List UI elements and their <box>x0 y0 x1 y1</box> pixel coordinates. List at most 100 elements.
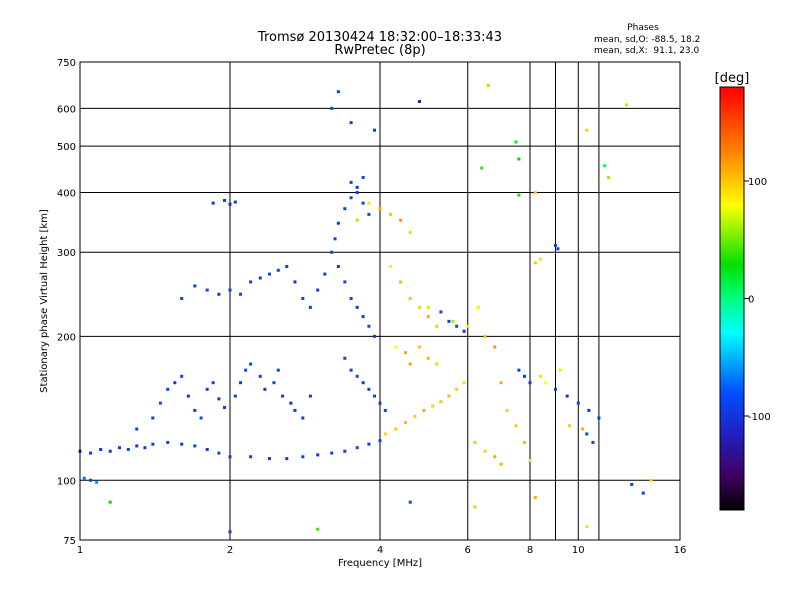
data-point <box>349 297 353 301</box>
data-point <box>361 315 365 319</box>
y-tick-label: 750 <box>57 58 76 69</box>
data-point <box>95 480 99 484</box>
y-tick-label: 75 <box>63 536 76 547</box>
data-point <box>233 394 237 398</box>
data-point <box>276 268 280 272</box>
data-point <box>343 207 347 211</box>
data-point <box>267 457 271 461</box>
data-point <box>267 272 271 276</box>
data-point <box>408 230 412 234</box>
data-point <box>180 442 184 446</box>
data-point <box>426 305 430 309</box>
colorbar-tick-label: 0 <box>748 295 754 306</box>
data-point <box>523 374 527 378</box>
data-point <box>135 427 139 431</box>
data-point <box>193 444 197 448</box>
y-tick-label: 300 <box>57 248 76 259</box>
chart-title: Tromsø 20130424 18:32:00–18:33:43 <box>257 30 502 45</box>
x-tick-label: 6 <box>465 545 471 556</box>
data-point <box>587 408 591 412</box>
data-point <box>333 237 337 241</box>
data-point <box>408 500 412 504</box>
data-point <box>408 297 412 301</box>
data-point <box>249 362 253 366</box>
data-point <box>349 180 353 184</box>
data-point <box>228 455 232 459</box>
data-point <box>233 200 237 204</box>
data-point <box>408 362 412 366</box>
data-point <box>383 408 387 412</box>
data-point <box>223 198 227 202</box>
data-point <box>186 394 190 398</box>
y-tick-label: 400 <box>57 188 76 199</box>
data-point <box>607 175 611 179</box>
data-point <box>426 356 430 360</box>
x-tick-label: 1 <box>77 545 83 556</box>
data-point <box>173 381 177 385</box>
data-point <box>308 305 312 309</box>
data-point <box>466 324 470 328</box>
data-point <box>455 387 459 391</box>
data-point <box>349 368 353 372</box>
data-point <box>585 432 589 436</box>
stats-o-mode: mean, sd,O: -88.5, 18.2 <box>594 35 700 45</box>
colorbar-tick-label: 100 <box>748 177 767 188</box>
data-point <box>435 362 439 366</box>
data-point <box>205 447 209 451</box>
data-point <box>205 288 209 292</box>
data-point <box>514 424 518 428</box>
data-point <box>289 401 293 405</box>
data-point <box>505 408 509 412</box>
data-point <box>528 458 532 462</box>
data-point <box>556 247 560 251</box>
data-point <box>263 387 267 391</box>
data-point <box>451 319 455 323</box>
data-point <box>211 381 215 385</box>
colorbar <box>719 86 745 511</box>
data-point <box>293 280 297 284</box>
data-point <box>539 374 543 378</box>
data-point <box>499 381 503 385</box>
data-point <box>473 440 477 444</box>
x-tick-label: 16 <box>674 545 687 556</box>
data-point <box>483 334 487 338</box>
data-point <box>565 394 569 398</box>
data-point <box>399 218 403 222</box>
data-point <box>166 440 170 444</box>
data-point <box>367 442 371 446</box>
data-point <box>343 449 347 453</box>
data-point <box>585 525 589 529</box>
data-point <box>603 164 607 168</box>
x-tick-label: 2 <box>227 545 233 556</box>
data-point <box>361 201 365 205</box>
data-point <box>476 305 480 309</box>
data-point <box>373 394 377 398</box>
colorbar-label: [deg] <box>715 71 750 86</box>
data-point <box>544 381 548 385</box>
data-point <box>455 324 459 328</box>
data-point <box>108 500 112 504</box>
data-point <box>413 414 417 418</box>
data-point <box>316 527 320 531</box>
y-tick-label: 600 <box>57 104 76 115</box>
data-point <box>473 505 477 509</box>
data-point <box>99 447 103 451</box>
data-point <box>205 387 209 391</box>
data-point <box>641 491 645 495</box>
data-point <box>581 427 585 431</box>
data-point <box>355 446 359 450</box>
y-tick-labels: 75 100 200 300 400 500 600 750 <box>57 58 76 547</box>
data-point <box>293 408 297 412</box>
data-point <box>355 218 359 222</box>
data-point <box>199 416 203 420</box>
chart-subtitle: RwPretec (8p) <box>334 43 425 58</box>
data-point <box>316 288 320 292</box>
data-point <box>217 397 221 401</box>
y-axis-label: Stationary phase Virtual Height [km] <box>39 209 50 393</box>
x-tick-labels: 1 2 4 6 8 10 16 <box>77 545 687 556</box>
data-point <box>378 207 382 211</box>
data-point <box>228 288 232 292</box>
data-point <box>258 374 262 378</box>
data-point <box>343 280 347 284</box>
data-point <box>399 280 403 284</box>
